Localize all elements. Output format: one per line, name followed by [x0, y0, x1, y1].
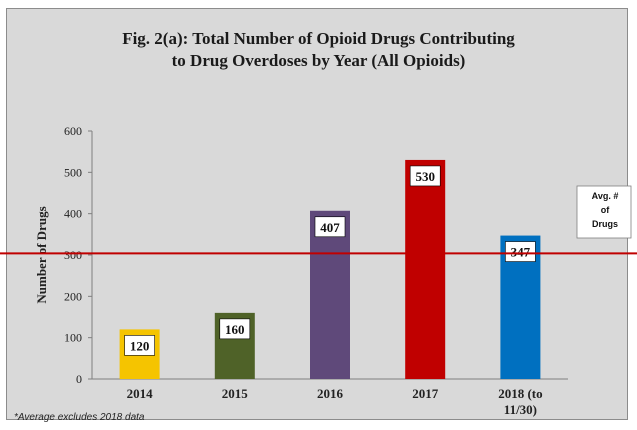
y-tick-label: 400 [64, 207, 82, 221]
data-label: 120 [130, 338, 150, 353]
y-tick-label: 500 [64, 165, 82, 179]
chart-title-line-2: to Drug Overdoses by Year (All Opioids) [171, 51, 466, 70]
y-tick-label: 300 [64, 248, 82, 262]
chart-title-line-1: Fig. 2(a): Total Number of Opioid Drugs … [122, 29, 515, 48]
average-label-box [576, 185, 632, 239]
x-tick-label: 2016 [317, 386, 344, 401]
data-label-box [314, 216, 346, 238]
y-tick-label: 100 [64, 331, 82, 345]
data-label: 530 [415, 169, 435, 184]
x-tick-label: 2018 (to [498, 386, 542, 401]
data-label-box [409, 165, 441, 187]
y-tick-label: 600 [64, 124, 82, 138]
data-label: 347 [511, 245, 531, 260]
average-line-label: Avg. # of Drugs [576, 189, 634, 231]
data-label-box [124, 335, 155, 356]
x-tick-label: 2015 [222, 386, 249, 401]
y-axis-label: Number of Drugs [34, 206, 49, 303]
x-tick-label: 11/30) [504, 402, 537, 417]
data-label-box [219, 318, 251, 340]
data-label: 407 [320, 220, 340, 235]
y-tick-label: 0 [76, 372, 82, 386]
average-label-line-2: of [600, 205, 610, 215]
footnote: *Average excludes 2018 data [14, 412, 145, 423]
average-label-line-3: Drugs [591, 219, 618, 229]
chart-title: Fig. 2(a): Total Number of Opioid Drugs … [0, 28, 637, 72]
bar [310, 210, 350, 379]
average-label-line-1: Avg. # [591, 191, 619, 201]
bar [405, 159, 446, 379]
x-tick-label: 2017 [412, 386, 439, 401]
data-label-box [505, 241, 536, 262]
y-tick-label: 200 [64, 289, 82, 303]
data-label: 160 [225, 322, 245, 337]
x-tick-label: 2014 [127, 386, 154, 401]
